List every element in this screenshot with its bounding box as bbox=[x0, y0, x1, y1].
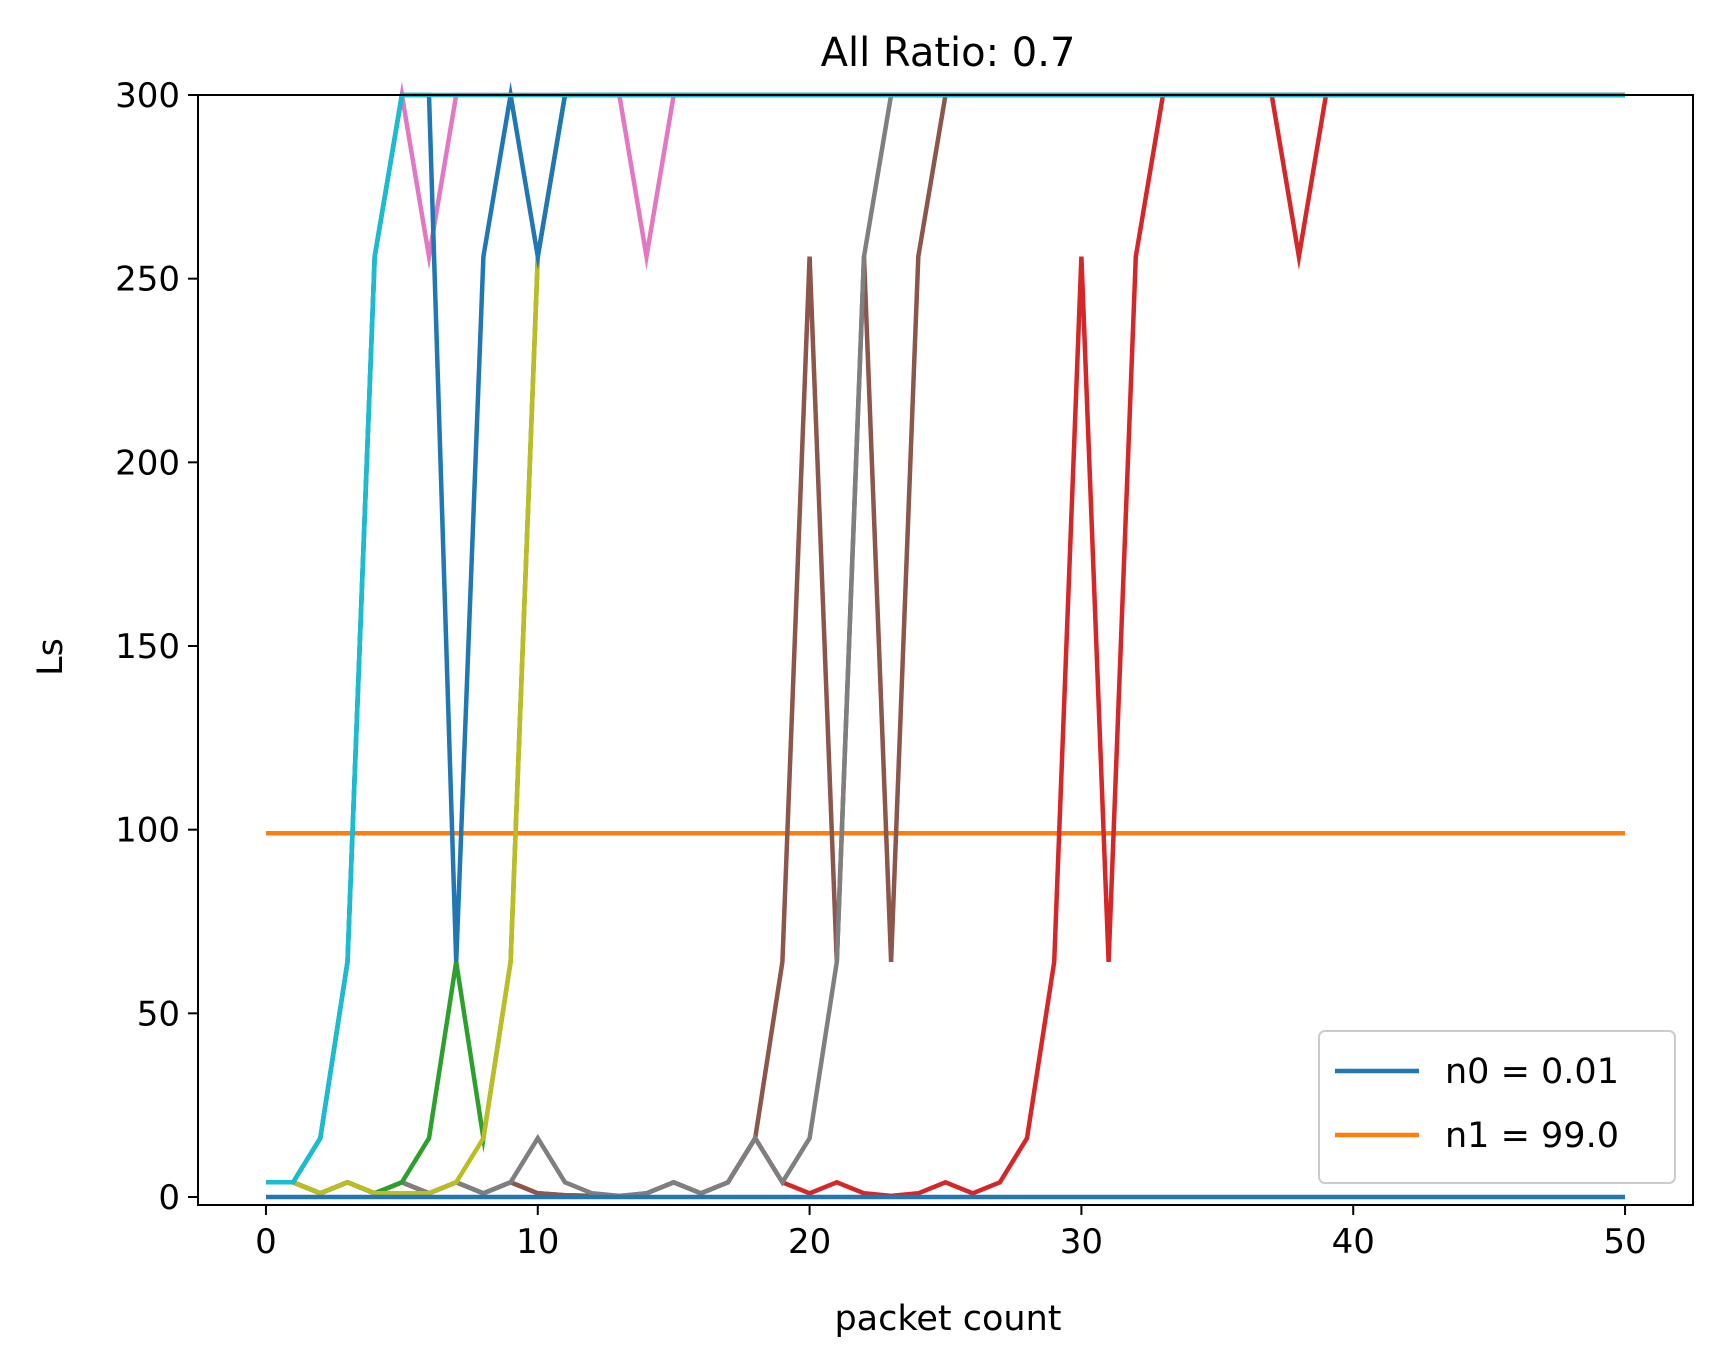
x-tick-label: 30 bbox=[1060, 1222, 1103, 1262]
legend-entry-label: n1 = 99.0 bbox=[1445, 1116, 1619, 1156]
x-tick-label: 20 bbox=[788, 1222, 831, 1262]
y-axis-ticks: 0 50 100 150 200 250 300 bbox=[115, 76, 198, 1218]
chart-title: All Ratio: 0.7 bbox=[821, 30, 1076, 76]
series-line-7 bbox=[266, 81, 1625, 1185]
y-tick-label: 50 bbox=[137, 994, 180, 1034]
x-axis-label: packet count bbox=[834, 1299, 1061, 1339]
y-axis-label: Ls bbox=[31, 638, 71, 676]
y-tick-label: 250 bbox=[115, 260, 180, 300]
y-tick-label: 150 bbox=[115, 627, 180, 667]
legend: n0 = 0.01 n1 = 99.0 bbox=[1318, 1030, 1676, 1184]
legend-entry-label: n0 = 0.01 bbox=[1445, 1052, 1619, 1092]
x-tick-label: 0 bbox=[255, 1222, 277, 1262]
y-tick-label: 300 bbox=[115, 76, 180, 116]
y-tick-label: 0 bbox=[158, 1178, 180, 1218]
x-tick-label: 50 bbox=[1603, 1222, 1646, 1262]
x-axis-ticks: 0 10 20 30 40 50 bbox=[255, 1205, 1647, 1262]
y-tick-label: 100 bbox=[115, 811, 180, 851]
x-tick-label: 40 bbox=[1332, 1222, 1375, 1262]
x-tick-label: 10 bbox=[516, 1222, 559, 1262]
plot-frame bbox=[197, 94, 1694, 1206]
y-tick-label: 200 bbox=[115, 443, 180, 483]
